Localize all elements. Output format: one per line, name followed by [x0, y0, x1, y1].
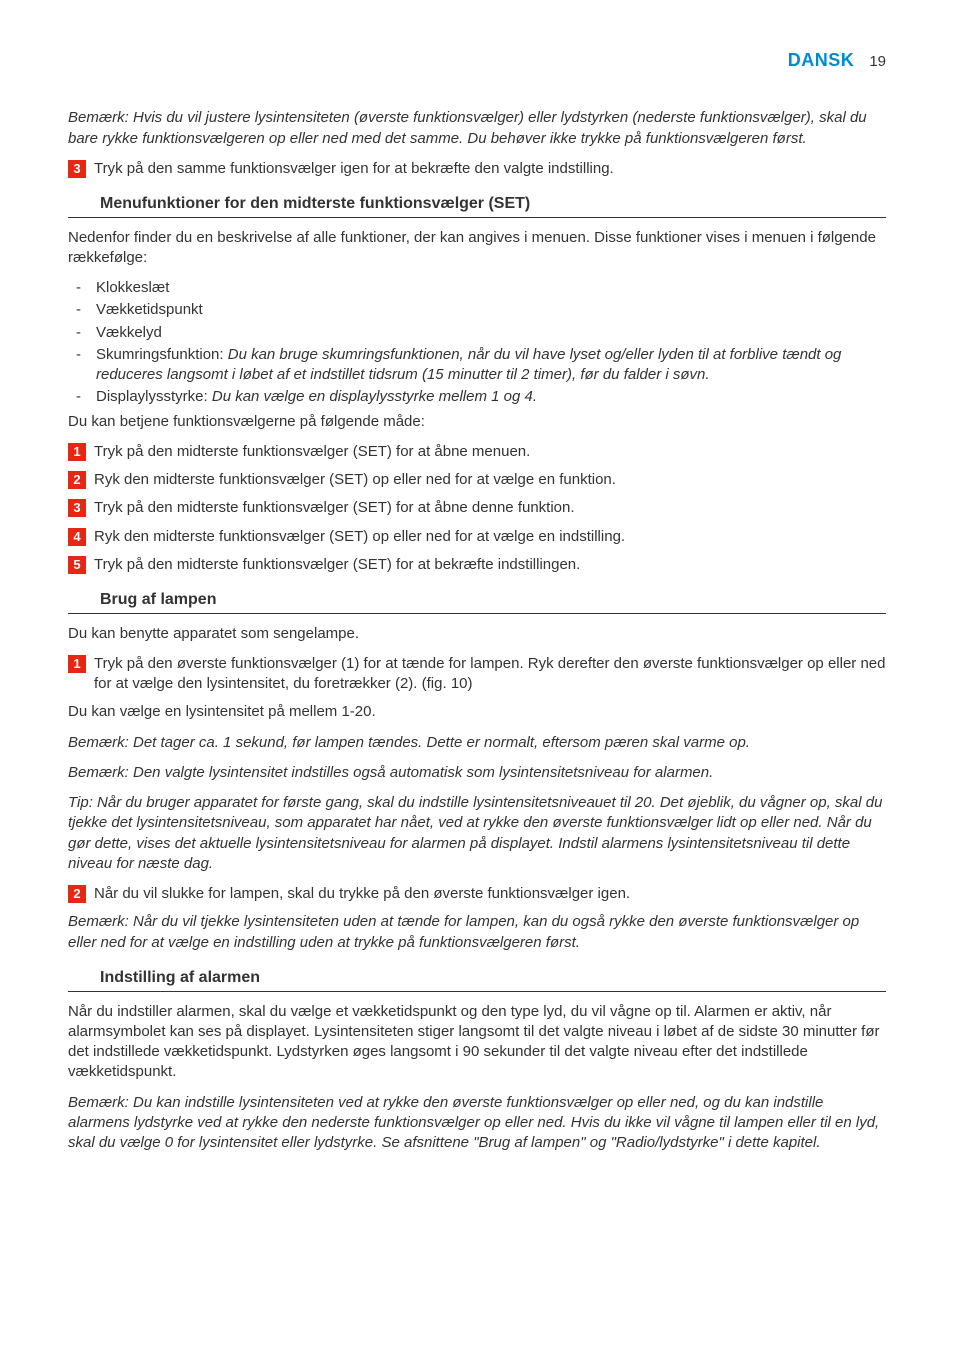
list-item: Vækkelyd — [68, 323, 886, 343]
header-page-number: 19 — [869, 53, 886, 70]
step-number-badge: 4 — [68, 528, 86, 546]
intro-note: Bemærk: Hvis du vil justere lysintensite… — [68, 108, 886, 149]
step-number-badge: 3 — [68, 499, 86, 517]
step-text: Ryk den midterste funktionsvælger (SET) … — [94, 527, 886, 547]
step-number-badge: 1 — [68, 655, 86, 673]
bullet-prefix: Skumringsfunktion: — [96, 346, 228, 363]
step-number-badge: 5 — [68, 556, 86, 574]
section-heading-menu: Menufunktioner for den midterste funktio… — [68, 193, 886, 218]
bullet-prefix: Displaylysstyrke: — [96, 388, 212, 405]
section2-step-2: 2 Når du vil slukke for lampen, skal du … — [68, 884, 886, 904]
section2-note1: Bemærk: Det tager ca. 1 sekund, før lamp… — [68, 733, 886, 753]
step-text: Tryk på den midterste funktionsvælger (S… — [94, 498, 886, 518]
section3-note: Bemærk: Du kan indstille lysintensiteten… — [68, 1093, 886, 1154]
section2-tip: Tip: Når du bruger apparatet for første … — [68, 793, 886, 874]
section1-intro: Nedenfor finder du en beskrivelse af all… — [68, 228, 886, 269]
step-text: Ryk den midterste funktionsvælger (SET) … — [94, 470, 886, 490]
section1-step-4: 4 Ryk den midterste funktionsvælger (SET… — [68, 527, 886, 547]
step-text: Når du vil slukke for lampen, skal du tr… — [94, 884, 886, 904]
list-item: Klokkeslæt — [68, 278, 886, 298]
section1-step-2: 2 Ryk den midterste funktionsvælger (SET… — [68, 470, 886, 490]
step-text: Tryk på den midterste funktionsvælger (S… — [94, 555, 886, 575]
list-item: Skumringsfunktion: Du kan bruge skumring… — [68, 345, 886, 386]
step-number-badge: 3 — [68, 160, 86, 178]
step-text: Tryk på den samme funktionsvælger igen f… — [94, 159, 886, 179]
list-item: Vækketidspunkt — [68, 300, 886, 320]
section2-step1-follow: Du kan vælge en lysintensitet på mellem … — [68, 702, 886, 722]
bullet-italic-text: Du kan vælge en displaylysstyrke mellem … — [212, 388, 537, 405]
section1-bullets: Klokkeslæt Vækketidspunkt Vækkelyd Skumr… — [68, 278, 886, 408]
section2-note2: Bemærk: Den valgte lysintensitet indstil… — [68, 763, 886, 783]
section2-step-1: 1 Tryk på den øverste funktionsvælger (1… — [68, 654, 886, 695]
section2-note3: Bemærk: Når du vil tjekke lysintensitete… — [68, 912, 886, 953]
section-heading-alarm: Indstilling af alarmen — [68, 967, 886, 992]
step-text: Tryk på den øverste funktionsvælger (1) … — [94, 654, 886, 695]
step-number-badge: 1 — [68, 443, 86, 461]
intro-step-3: 3 Tryk på den samme funktionsvælger igen… — [68, 159, 886, 179]
section1-step-5: 5 Tryk på den midterste funktionsvælger … — [68, 555, 886, 575]
section3-intro: Når du indstiller alarmen, skal du vælge… — [68, 1002, 886, 1083]
step-text: Tryk på den midterste funktionsvælger (S… — [94, 442, 886, 462]
step-number-badge: 2 — [68, 471, 86, 489]
section1-after-bullets: Du kan betjene funktionsvælgerne på følg… — [68, 412, 886, 432]
section1-step-1: 1 Tryk på den midterste funktionsvælger … — [68, 442, 886, 462]
section1-step-3: 3 Tryk på den midterste funktionsvælger … — [68, 498, 886, 518]
section2-intro: Du kan benytte apparatet som sengelampe. — [68, 624, 886, 644]
step-number-badge: 2 — [68, 885, 86, 903]
header-language: DANSK — [788, 50, 855, 70]
page-header: DANSK 19 — [68, 48, 886, 72]
list-item: Displaylysstyrke: Du kan vælge en displa… — [68, 387, 886, 407]
section-heading-lamp: Brug af lampen — [68, 589, 886, 614]
